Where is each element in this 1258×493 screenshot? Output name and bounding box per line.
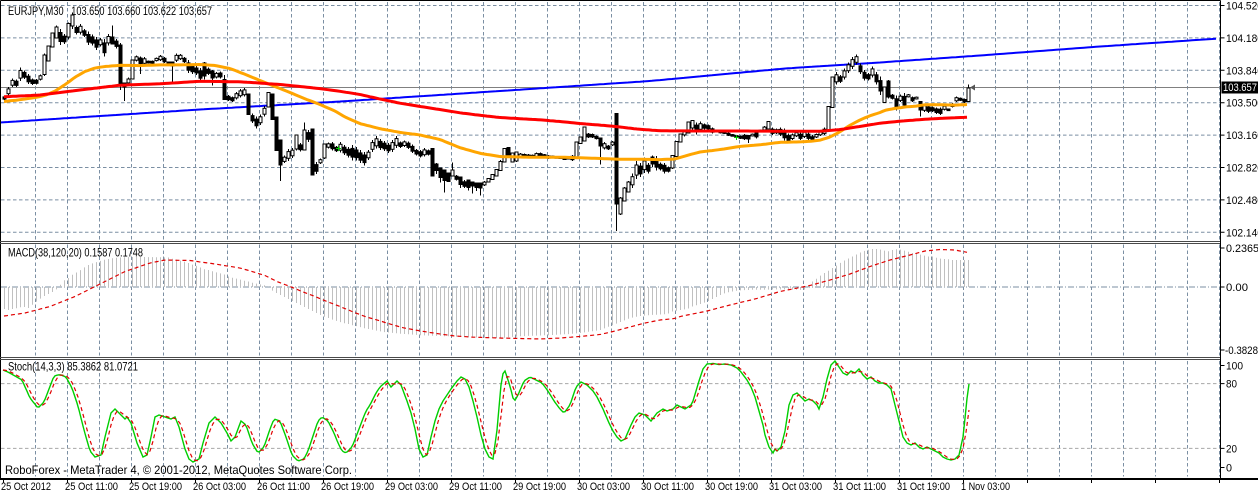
svg-text:Stoch(14,3,3) 85.3862 81.0721: Stoch(14,3,3) 85.3862 81.0721 bbox=[8, 360, 138, 374]
svg-text:104.520: 104.520 bbox=[1226, 1, 1258, 13]
svg-text:26 Oct 03:00: 26 Oct 03:00 bbox=[193, 481, 246, 493]
svg-text:1 Nov 03:00: 1 Nov 03:00 bbox=[961, 481, 1010, 493]
svg-text:25 Oct 2012: 25 Oct 2012 bbox=[1, 481, 51, 493]
svg-text:29 Oct 11:00: 29 Oct 11:00 bbox=[449, 481, 502, 493]
svg-text:104.180: 104.180 bbox=[1226, 33, 1258, 45]
svg-text:100: 100 bbox=[1226, 361, 1243, 373]
svg-text:102.140: 102.140 bbox=[1226, 227, 1258, 239]
svg-text:MACD(38,120,20) 0.1587 0.1748: MACD(38,120,20) 0.1587 0.1748 bbox=[8, 246, 143, 260]
svg-text:EURJPY,M30 103.650 103.660 1: EURJPY,M30 103.650 103.660 103.622 103.6… bbox=[8, 4, 212, 18]
svg-text:26 Oct 11:00: 26 Oct 11:00 bbox=[257, 481, 310, 493]
svg-text:RoboForex - MetaTrader 4, © 20: RoboForex - MetaTrader 4, © 2001-2012, M… bbox=[5, 463, 352, 477]
svg-text:-0.3828: -0.3828 bbox=[1225, 345, 1258, 357]
svg-text:29 Oct 19:00: 29 Oct 19:00 bbox=[513, 481, 566, 493]
svg-text:80: 80 bbox=[1226, 379, 1237, 391]
svg-text:31 Oct 19:00: 31 Oct 19:00 bbox=[897, 481, 950, 493]
svg-text:103.657: 103.657 bbox=[1223, 82, 1257, 94]
svg-text:31 Oct 11:00: 31 Oct 11:00 bbox=[833, 481, 886, 493]
svg-text:0.2365: 0.2365 bbox=[1226, 243, 1258, 255]
svg-text:103.160: 103.160 bbox=[1226, 130, 1258, 142]
svg-text:30 Oct 03:00: 30 Oct 03:00 bbox=[577, 481, 630, 493]
svg-text:25 Oct 11:00: 25 Oct 11:00 bbox=[65, 481, 118, 493]
svg-text:30 Oct 19:00: 30 Oct 19:00 bbox=[705, 481, 758, 493]
svg-text:0.00: 0.00 bbox=[1226, 282, 1248, 294]
svg-text:30 Oct 11:00: 30 Oct 11:00 bbox=[641, 481, 694, 493]
svg-text:103.500: 103.500 bbox=[1226, 98, 1258, 110]
svg-text:102.820: 102.820 bbox=[1226, 163, 1258, 175]
svg-text:103.840: 103.840 bbox=[1226, 65, 1258, 77]
svg-text:20: 20 bbox=[1226, 443, 1237, 455]
svg-text:102.480: 102.480 bbox=[1226, 195, 1258, 207]
svg-text:25 Oct 19:00: 25 Oct 19:00 bbox=[129, 481, 182, 493]
svg-text:29 Oct 03:00: 29 Oct 03:00 bbox=[385, 481, 438, 493]
svg-text:31 Oct 03:00: 31 Oct 03:00 bbox=[769, 481, 822, 493]
svg-text:0: 0 bbox=[1226, 463, 1232, 475]
svg-text:26 Oct 19:00: 26 Oct 19:00 bbox=[321, 481, 374, 493]
